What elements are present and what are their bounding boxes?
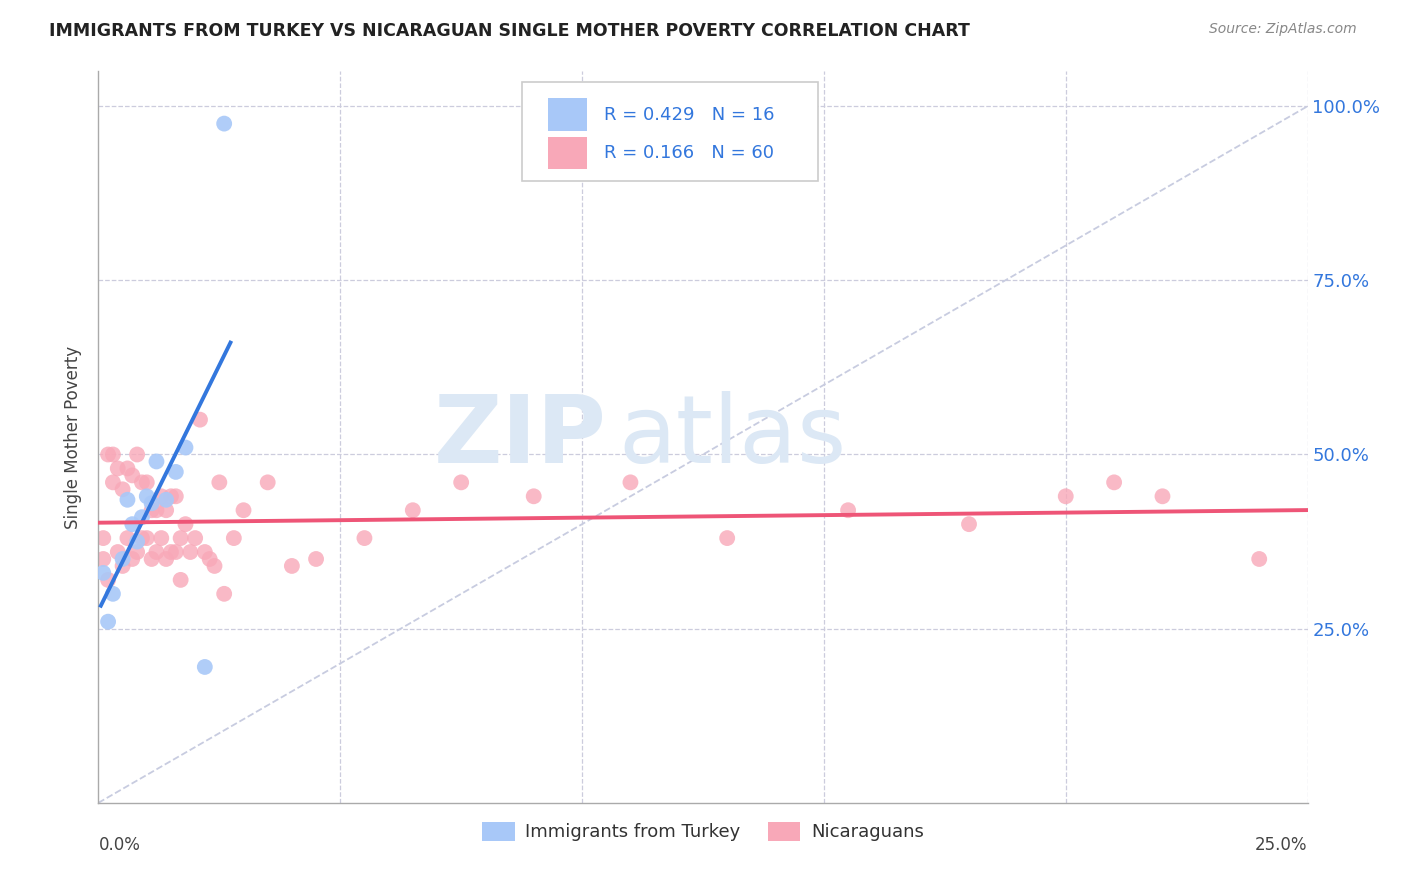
Point bbox=[165, 465, 187, 479]
Point bbox=[135, 475, 157, 490]
Point bbox=[141, 496, 163, 510]
Point bbox=[837, 503, 859, 517]
Point bbox=[145, 545, 167, 559]
Point bbox=[160, 545, 183, 559]
FancyBboxPatch shape bbox=[522, 82, 818, 181]
Point bbox=[165, 545, 187, 559]
Point bbox=[169, 573, 191, 587]
Point bbox=[127, 545, 149, 559]
Point bbox=[204, 558, 226, 573]
Point bbox=[131, 531, 153, 545]
Point bbox=[450, 475, 472, 490]
Text: 25.0%: 25.0% bbox=[1256, 836, 1308, 854]
Point bbox=[107, 461, 129, 475]
Point bbox=[101, 448, 124, 462]
Point bbox=[305, 552, 328, 566]
Point bbox=[111, 483, 134, 497]
Text: Source: ZipAtlas.com: Source: ZipAtlas.com bbox=[1209, 22, 1357, 37]
Point bbox=[141, 552, 163, 566]
Point bbox=[232, 503, 254, 517]
Point bbox=[174, 441, 197, 455]
Point bbox=[174, 517, 197, 532]
Point bbox=[957, 517, 980, 532]
Legend: Immigrants from Turkey, Nicaraguans: Immigrants from Turkey, Nicaraguans bbox=[475, 814, 931, 848]
Point bbox=[150, 489, 173, 503]
Point bbox=[107, 545, 129, 559]
Point bbox=[111, 558, 134, 573]
Text: IMMIGRANTS FROM TURKEY VS NICARAGUAN SINGLE MOTHER POVERTY CORRELATION CHART: IMMIGRANTS FROM TURKEY VS NICARAGUAN SIN… bbox=[49, 22, 970, 40]
Point bbox=[127, 534, 149, 549]
Point bbox=[117, 461, 139, 475]
Point bbox=[1249, 552, 1271, 566]
Point bbox=[91, 566, 114, 580]
Point bbox=[194, 545, 217, 559]
Point bbox=[121, 517, 143, 532]
Point bbox=[97, 615, 120, 629]
Point bbox=[1152, 489, 1174, 503]
Point bbox=[135, 531, 157, 545]
Point bbox=[619, 475, 641, 490]
Point bbox=[117, 531, 139, 545]
Point bbox=[716, 531, 738, 545]
Point bbox=[145, 503, 167, 517]
Y-axis label: Single Mother Poverty: Single Mother Poverty bbox=[65, 345, 83, 529]
Point bbox=[1102, 475, 1125, 490]
FancyBboxPatch shape bbox=[548, 98, 586, 130]
FancyBboxPatch shape bbox=[548, 137, 586, 169]
Point bbox=[402, 503, 425, 517]
Point bbox=[256, 475, 278, 490]
Point bbox=[155, 492, 177, 507]
Point bbox=[523, 489, 546, 503]
Text: ZIP: ZIP bbox=[433, 391, 606, 483]
Point bbox=[97, 448, 120, 462]
Point bbox=[97, 573, 120, 587]
Point bbox=[111, 552, 134, 566]
Point bbox=[184, 531, 207, 545]
Point bbox=[1054, 489, 1077, 503]
Point bbox=[155, 552, 177, 566]
Point bbox=[212, 587, 235, 601]
Point bbox=[141, 503, 163, 517]
Text: R = 0.166   N = 60: R = 0.166 N = 60 bbox=[603, 145, 773, 162]
Point bbox=[198, 552, 221, 566]
Point bbox=[127, 448, 149, 462]
Point bbox=[222, 531, 245, 545]
Point bbox=[91, 531, 114, 545]
Point bbox=[91, 552, 114, 566]
Point bbox=[117, 492, 139, 507]
Point bbox=[131, 475, 153, 490]
Point bbox=[121, 468, 143, 483]
Point bbox=[194, 660, 217, 674]
Point bbox=[212, 117, 235, 131]
Point bbox=[188, 412, 211, 426]
Point bbox=[179, 545, 201, 559]
Point bbox=[150, 531, 173, 545]
Text: R = 0.429   N = 16: R = 0.429 N = 16 bbox=[603, 105, 775, 123]
Point bbox=[145, 454, 167, 468]
Point bbox=[169, 531, 191, 545]
Point bbox=[160, 489, 183, 503]
Point bbox=[131, 510, 153, 524]
Point bbox=[208, 475, 231, 490]
Point bbox=[281, 558, 304, 573]
Point bbox=[101, 587, 124, 601]
Text: atlas: atlas bbox=[619, 391, 846, 483]
Point bbox=[121, 552, 143, 566]
Point bbox=[101, 475, 124, 490]
Text: 0.0%: 0.0% bbox=[98, 836, 141, 854]
Point bbox=[135, 489, 157, 503]
Point bbox=[165, 489, 187, 503]
Point bbox=[155, 503, 177, 517]
Point bbox=[353, 531, 375, 545]
